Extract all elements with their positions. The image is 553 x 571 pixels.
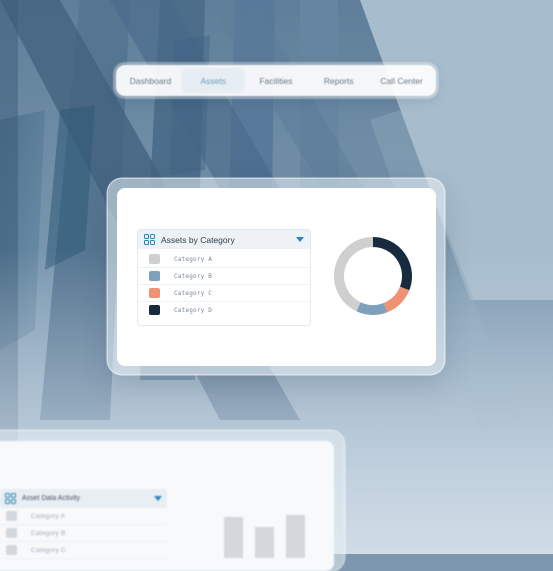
- activity-bar-chart: [224, 508, 308, 558]
- legend-item: Category B: [138, 268, 310, 285]
- panel-header[interactable]: Asset Data Activity: [0, 489, 167, 508]
- top-nav: Dashboard Assets Facilities Reports Call…: [116, 65, 436, 96]
- grid-icon: [144, 234, 155, 245]
- panel-title: Asset Data Activity: [22, 495, 80, 502]
- legend-list: Category A Category B Category C Category D: [138, 249, 310, 318]
- legend-item: Category C: [138, 285, 310, 302]
- activity-bar: [224, 517, 243, 558]
- legend-swatch: [149, 305, 160, 315]
- nav-tab-assets[interactable]: Assets: [181, 68, 245, 93]
- asset-data-activity-panel: Asset Data Activity Category A Category …: [0, 489, 167, 569]
- legend-item: Category D: [138, 302, 310, 318]
- donut-slice-category-a: [334, 237, 374, 312]
- activity-bar: [255, 527, 274, 558]
- legend-label: Category C: [174, 289, 213, 297]
- nav-tab-dashboard[interactable]: Dashboard: [129, 75, 172, 86]
- donut-chart: [334, 237, 412, 315]
- donut-slice-category-d: [372, 237, 412, 291]
- legend-label: Category A: [31, 512, 66, 520]
- nav-tab-facilities[interactable]: Facilities: [259, 75, 293, 86]
- legend-swatch: [149, 288, 160, 298]
- grid-icon: [5, 493, 16, 504]
- legend-swatch: [6, 545, 17, 555]
- legend-item: Category A: [138, 251, 310, 268]
- list-item: Category B: [0, 525, 167, 542]
- legend-swatch: [149, 254, 160, 264]
- list-item: Category C: [0, 542, 167, 559]
- panel-header[interactable]: Assets by Category: [138, 230, 310, 249]
- legend-label: Category D: [174, 306, 213, 314]
- list-item: Category A: [0, 508, 167, 525]
- legend-swatch: [6, 511, 17, 521]
- activity-bar: [286, 515, 305, 558]
- caret-down-icon[interactable]: [154, 496, 162, 501]
- donut-slice-category-c: [383, 286, 410, 313]
- legend-label: Category B: [31, 529, 66, 537]
- nav-tab-reports[interactable]: Reports: [323, 75, 354, 86]
- caret-down-icon[interactable]: [296, 237, 304, 242]
- panel-title: Assets by Category: [161, 234, 235, 245]
- legend-label: Category A: [174, 255, 213, 263]
- nav-tab-call-center[interactable]: Call Center: [380, 75, 423, 86]
- legend-swatch: [6, 528, 17, 538]
- legend-label: Category C: [31, 546, 66, 554]
- donut-slice-category-b: [356, 302, 388, 315]
- legend-swatch: [149, 271, 160, 281]
- legend-label: Category B: [174, 272, 213, 280]
